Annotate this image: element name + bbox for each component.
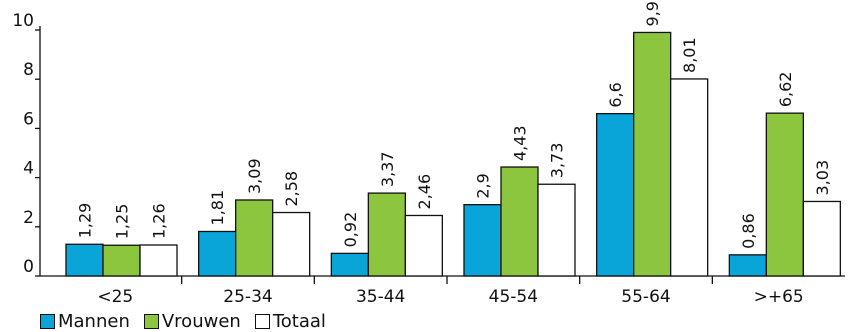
bar-mannen-55-64 bbox=[596, 112, 635, 277]
y-tick-label: 6 bbox=[23, 109, 34, 129]
x-tick-label-25-34: 25-34 bbox=[223, 287, 272, 307]
bar-mannen-25 bbox=[65, 243, 104, 277]
bar-totaal-45-54 bbox=[537, 183, 576, 277]
legend-label-totaal: Totaal bbox=[272, 311, 326, 332]
data-label-vrouwen-35-44: 3,37 bbox=[378, 151, 397, 187]
legend-swatch-mannen bbox=[40, 314, 55, 329]
data-label-totaal-45-54: 3,73 bbox=[548, 143, 567, 179]
data-label-totaal-25: 1,26 bbox=[150, 203, 169, 239]
legend-item-mannen: Mannen bbox=[40, 311, 130, 332]
bar-vrouwen-35-44 bbox=[367, 192, 406, 277]
y-tick-label: 8 bbox=[23, 60, 34, 80]
data-label-vrouwen-25: 1,25 bbox=[113, 204, 132, 240]
legend-label-mannen: Mannen bbox=[58, 311, 130, 332]
bar-vrouwen-65 bbox=[765, 112, 804, 277]
bar-totaal-65 bbox=[802, 200, 841, 277]
data-label-vrouwen-25-34: 3,09 bbox=[245, 158, 264, 194]
data-label-totaal-65: 3,03 bbox=[813, 160, 832, 196]
legend: Mannen Vrouwen Totaal bbox=[40, 311, 340, 332]
data-labels: 1,29 1,25 1,26 1,81 3,09 2,58 0,92 3,37 2,46 2,9 4… bbox=[76, 1, 832, 249]
bar-mannen-35-44 bbox=[330, 252, 369, 277]
bar-vrouwen-55-64 bbox=[633, 31, 672, 277]
x-tick-label-25: <25 bbox=[97, 287, 133, 307]
data-label-mannen-25: 1,29 bbox=[76, 203, 95, 239]
data-label-vrouwen-65: 6,62 bbox=[776, 72, 795, 108]
legend-item-totaal: Totaal bbox=[254, 311, 326, 332]
bar-mannen-25-34 bbox=[198, 230, 237, 277]
data-label-vrouwen-45-54: 4,43 bbox=[511, 125, 530, 161]
data-label-mannen-35-44: 0,92 bbox=[341, 212, 360, 248]
data-label-mannen-65: 0,86 bbox=[739, 213, 758, 249]
legend-swatch-totaal bbox=[254, 314, 270, 329]
x-tick-label-45-54: 45-54 bbox=[489, 287, 538, 307]
data-label-vrouwen-55-64: 9,9 bbox=[643, 1, 662, 26]
axes: 0 2 4 6 8 10 <25 25-34 35-44 45-54 55-64 >+65 bbox=[12, 11, 845, 307]
bar-vrouwen-25-34 bbox=[235, 199, 274, 277]
x-tick-label-65: >+65 bbox=[754, 287, 804, 307]
bar-mannen-45-54 bbox=[463, 204, 502, 277]
y-tick-label: 10 bbox=[12, 11, 34, 31]
bar-totaal-55-64 bbox=[670, 78, 709, 277]
bar-totaal-25 bbox=[139, 244, 178, 277]
data-label-mannen-55-64: 6,6 bbox=[606, 82, 625, 107]
bar-totaal-35-44 bbox=[404, 214, 443, 277]
legend-swatch-vrouwen bbox=[143, 314, 159, 329]
bar-totaal-25-34 bbox=[272, 211, 311, 277]
data-label-mannen-25-34: 1,81 bbox=[208, 190, 227, 226]
data-label-totaal-25-34: 2,58 bbox=[282, 171, 301, 207]
y-tick-label: 0 bbox=[23, 257, 34, 277]
legend-item-vrouwen: Vrouwen bbox=[143, 311, 241, 332]
y-tick-label: 4 bbox=[23, 159, 34, 179]
legend-label-vrouwen: Vrouwen bbox=[161, 311, 241, 332]
bars bbox=[65, 31, 841, 277]
bar-vrouwen-25 bbox=[102, 244, 141, 277]
data-label-totaal-35-44: 2,46 bbox=[415, 174, 434, 210]
data-label-mannen-45-54: 2,9 bbox=[474, 173, 493, 198]
y-tick-label: 2 bbox=[23, 208, 34, 228]
bar-mannen-65 bbox=[728, 254, 767, 277]
x-tick-label-35-44: 35-44 bbox=[356, 287, 405, 307]
data-label-totaal-55-64: 8,01 bbox=[680, 37, 699, 73]
bar-vrouwen-45-54 bbox=[500, 166, 539, 277]
x-tick-label-55-64: 55-64 bbox=[621, 287, 670, 307]
